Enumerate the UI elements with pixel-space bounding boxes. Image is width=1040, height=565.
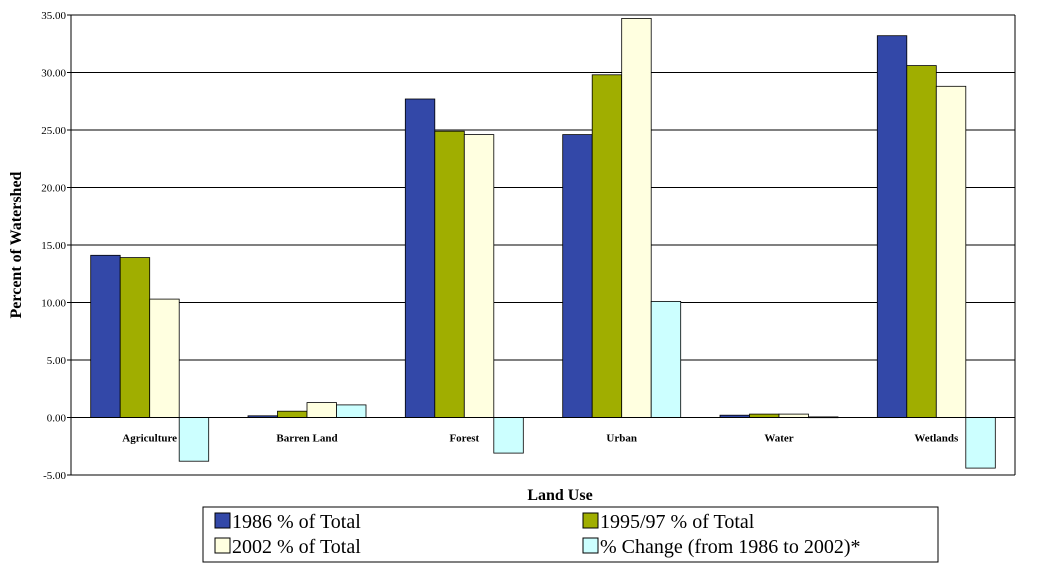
- legend-swatch: [582, 537, 599, 554]
- bar-agriculture-series-1: [90, 254, 121, 418]
- bar-forest-series-3: [463, 134, 495, 418]
- legend-label: 2002 % of Total: [232, 536, 361, 558]
- bar-forest-series-1: [404, 98, 436, 418]
- y-tick-labels: -5.00 0.00 5.00 10.00 15.00 20.00 25.00 30.00 35…: [41, 10, 66, 482]
- y-tick-label: 5.00: [47, 355, 67, 367]
- y-tick-label: -5.00: [43, 470, 66, 482]
- x-category-label: Water: [764, 433, 793, 445]
- legend-swatch: [214, 512, 231, 529]
- bar-urban-series-3: [621, 17, 652, 418]
- bar-water-series-3: [778, 413, 809, 418]
- y-tick-label: 25.00: [41, 125, 66, 137]
- legend-swatch: [582, 512, 599, 529]
- x-category-label: Agriculture: [122, 433, 177, 445]
- legend-swatch: [214, 537, 231, 554]
- legend-label: % Change (from 1986 to 2002)*: [600, 536, 861, 558]
- y-axis-title: Percent of Watershed: [8, 171, 25, 318]
- bar-forest-series-2: [434, 130, 465, 418]
- y-tick-label: 20.00: [41, 183, 66, 195]
- bar-urban-series-4: [650, 300, 682, 418]
- legend: 1986 % of Total 1995/97 % of Total 2002 % …: [202, 506, 939, 563]
- gridlines: [67, 14, 1015, 476]
- bar-water-series-2: [749, 413, 780, 418]
- bars: [90, 17, 996, 469]
- x-category-label: Urban: [606, 433, 637, 445]
- y-tick-label: 10.00: [41, 298, 66, 310]
- bar-agriculture-series-3: [149, 298, 180, 418]
- y-tick-label: 35.00: [41, 10, 66, 22]
- x-category-label: Barren Land: [276, 433, 337, 445]
- bar-wetlands-series-2: [906, 65, 937, 418]
- x-category-label: Forest: [449, 433, 479, 445]
- legend-label: 1995/97 % of Total: [600, 511, 755, 533]
- x-category-labels: Agriculture Barren Land Forest Urban Water We…: [122, 433, 959, 445]
- y-tick-label: 30.00: [41, 68, 66, 80]
- bar-barren-land-series-4: [336, 404, 367, 418]
- x-category-label: Wetlands: [914, 433, 959, 445]
- axes: [70, 15, 1016, 476]
- y-tick-label: 0.00: [47, 413, 67, 425]
- bar-wetlands-series-4: [965, 417, 996, 469]
- bar-wetlands-series-1: [876, 35, 908, 418]
- bar-agriculture-series-2: [119, 257, 151, 418]
- bar-forest-series-4: [493, 417, 524, 454]
- bar-barren-land-series-2: [277, 410, 308, 418]
- x-axis-title: Land Use: [527, 487, 592, 504]
- bar-agriculture-series-4: [178, 417, 210, 462]
- bar-urban-series-2: [591, 74, 623, 418]
- bar-wetlands-series-3: [935, 85, 967, 418]
- y-tick-label: 15.00: [41, 240, 66, 252]
- legend-label: 1986 % of Total: [232, 511, 361, 533]
- bar-barren-land-series-3: [306, 402, 337, 418]
- bar-urban-series-1: [562, 134, 593, 418]
- legend-box: [202, 506, 939, 563]
